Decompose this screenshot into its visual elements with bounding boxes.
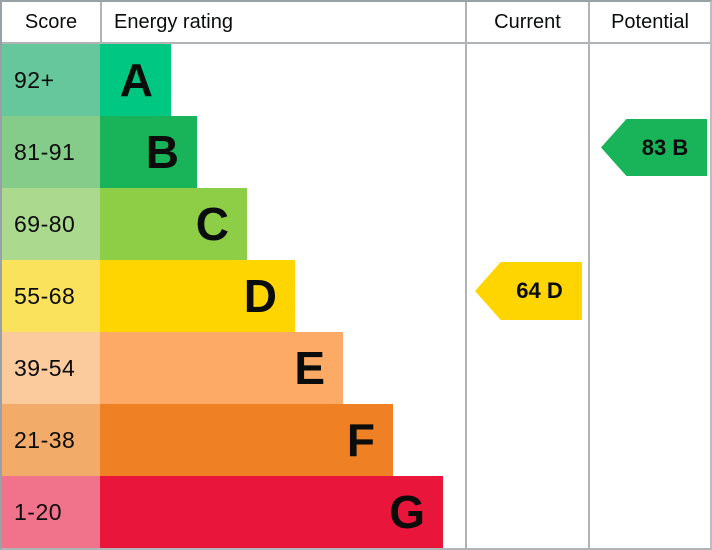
band-score-label: 55-68 xyxy=(14,282,76,309)
potential-rating-label: 83 B xyxy=(641,134,689,160)
band-bar: D xyxy=(100,260,295,332)
band-score-cell: 81-91 xyxy=(2,116,100,188)
band-letter: A xyxy=(119,54,153,106)
column-divider-current xyxy=(465,2,467,548)
band-letter: C xyxy=(195,198,229,250)
current-rating-label: 64 D xyxy=(516,278,563,303)
band-score-label: 92+ xyxy=(14,66,55,93)
band-score-label: 39-54 xyxy=(14,354,76,381)
header-current: Current xyxy=(494,10,561,33)
band-bar: F xyxy=(100,404,393,476)
band-bar: C xyxy=(100,188,247,260)
band-score-cell: 92+ xyxy=(2,44,100,116)
band-score-cell: 39-54 xyxy=(2,332,100,404)
band-score-cell: 21-38 xyxy=(2,404,100,476)
band-score-label: 21-38 xyxy=(14,426,76,453)
band-letter: B xyxy=(145,126,179,178)
band-bar: E xyxy=(100,332,343,404)
band-score-cell: 69-80 xyxy=(2,188,100,260)
band-score-label: 81-91 xyxy=(14,138,76,165)
band-rows: 92+ A 81-91 B 69-80 C 55-68 D 39-54 E 21… xyxy=(2,44,710,548)
band-row-b: 81-91 B xyxy=(2,116,710,188)
band-row-g: 1-20 G xyxy=(2,476,710,548)
current-rating-arrow: 64 D xyxy=(475,262,582,320)
band-bar: G xyxy=(100,476,443,548)
band-row-a: 92+ A xyxy=(2,44,710,116)
band-score-cell: 1-20 xyxy=(2,476,100,548)
header-energy-rating: Energy rating xyxy=(114,10,233,33)
band-letter: E xyxy=(294,342,325,394)
band-letter: F xyxy=(346,414,375,466)
column-divider-score xyxy=(100,2,102,42)
band-bar: A xyxy=(100,44,171,116)
band-row-f: 21-38 F xyxy=(2,404,710,476)
band-score-label: 1-20 xyxy=(14,498,63,525)
band-bar: B xyxy=(100,116,197,188)
band-score-cell: 55-68 xyxy=(2,260,100,332)
column-divider-potential xyxy=(588,2,590,548)
band-row-e: 39-54 E xyxy=(2,332,710,404)
header-score: Score xyxy=(24,10,78,33)
band-letter: D xyxy=(243,270,277,322)
header-divider xyxy=(2,42,710,44)
band-letter: G xyxy=(389,486,425,538)
header-potential: Potential xyxy=(611,10,689,33)
band-row-d: 55-68 D xyxy=(2,260,710,332)
band-score-label: 69-80 xyxy=(14,210,76,237)
potential-rating-arrow: 83 B xyxy=(601,119,707,176)
band-row-c: 69-80 C xyxy=(2,188,710,260)
